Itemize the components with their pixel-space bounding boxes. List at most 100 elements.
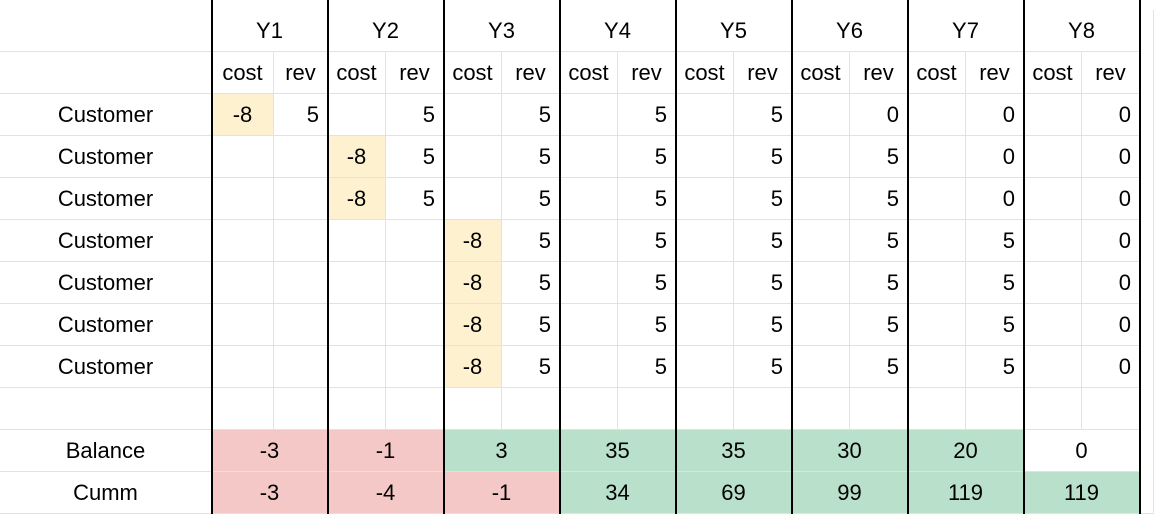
year-header-y2[interactable]: Y2 [328, 10, 444, 52]
cost-cell[interactable] [792, 178, 850, 220]
cost-cell[interactable] [792, 220, 850, 262]
row-label-customer[interactable]: Customer [0, 304, 212, 346]
spacer-cell[interactable] [444, 388, 502, 430]
year-header-y6[interactable]: Y6 [792, 10, 908, 52]
sheet-edge[interactable] [1140, 10, 1154, 514]
cost-cell[interactable] [560, 304, 618, 346]
cumm-value[interactable]: 99 [792, 472, 908, 514]
cost-cell[interactable] [908, 136, 966, 178]
rev-cell[interactable]: 5 [386, 94, 444, 136]
cost-cell[interactable] [328, 94, 386, 136]
rev-cell[interactable]: 5 [850, 346, 908, 388]
rev-cell[interactable]: 5 [966, 262, 1024, 304]
rev-cell[interactable] [274, 178, 328, 220]
rev-cell[interactable]: 5 [850, 262, 908, 304]
rev-cell[interactable]: 0 [966, 178, 1024, 220]
cost-cell[interactable]: -8 [444, 304, 502, 346]
balance-value[interactable]: 35 [676, 430, 792, 472]
spacer-cell[interactable] [328, 388, 386, 430]
subheader-cost[interactable]: cost [1024, 52, 1082, 94]
cost-cell[interactable] [1024, 304, 1082, 346]
cost-cell[interactable] [1024, 220, 1082, 262]
cumm-value[interactable]: -3 [212, 472, 328, 514]
rev-cell[interactable]: 0 [850, 94, 908, 136]
rev-cell[interactable] [274, 136, 328, 178]
row-label-customer[interactable]: Customer [0, 262, 212, 304]
cost-cell[interactable] [908, 94, 966, 136]
rev-cell[interactable]: 5 [734, 178, 792, 220]
rev-cell[interactable]: 5 [966, 346, 1024, 388]
cost-cell[interactable] [792, 304, 850, 346]
year-header-y1[interactable]: Y1 [212, 10, 328, 52]
rev-cell[interactable]: 0 [1082, 136, 1140, 178]
balance-value[interactable]: 30 [792, 430, 908, 472]
rev-cell[interactable]: 5 [618, 178, 676, 220]
rev-cell[interactable] [274, 262, 328, 304]
year-header-y7[interactable]: Y7 [908, 10, 1024, 52]
rev-cell[interactable]: 5 [502, 304, 560, 346]
rev-cell[interactable]: 5 [618, 262, 676, 304]
rev-cell[interactable]: 5 [502, 94, 560, 136]
cost-cell[interactable] [792, 136, 850, 178]
year-header-y5[interactable]: Y5 [676, 10, 792, 52]
cumm-value[interactable]: 119 [908, 472, 1024, 514]
cost-cell[interactable] [676, 136, 734, 178]
subheader-cost[interactable]: cost [792, 52, 850, 94]
spacer-cell[interactable] [1082, 388, 1140, 430]
cost-cell[interactable] [560, 262, 618, 304]
subheader-rev[interactable]: rev [618, 52, 676, 94]
cumm-value[interactable]: -4 [328, 472, 444, 514]
subheader-rev[interactable]: rev [1082, 52, 1140, 94]
spacer-cell[interactable] [1024, 388, 1082, 430]
spacer-cell[interactable] [850, 388, 908, 430]
balance-value[interactable]: 20 [908, 430, 1024, 472]
cost-cell[interactable] [212, 346, 274, 388]
cumm-value[interactable]: 34 [560, 472, 676, 514]
cost-cell[interactable] [676, 220, 734, 262]
cost-cell[interactable] [1024, 346, 1082, 388]
rev-cell[interactable] [274, 304, 328, 346]
cost-cell[interactable] [676, 178, 734, 220]
spacer-cell[interactable] [792, 388, 850, 430]
subheader-rev[interactable]: rev [734, 52, 792, 94]
cost-cell[interactable] [676, 262, 734, 304]
row-label-balance[interactable]: Balance [0, 430, 212, 472]
balance-value[interactable]: 0 [1024, 430, 1140, 472]
cost-cell[interactable] [560, 178, 618, 220]
cost-cell[interactable]: -8 [444, 262, 502, 304]
rev-cell[interactable]: 5 [618, 94, 676, 136]
rev-cell[interactable]: 5 [618, 136, 676, 178]
cost-cell[interactable] [908, 220, 966, 262]
cost-cell[interactable]: -8 [444, 220, 502, 262]
rev-cell[interactable]: 0 [966, 94, 1024, 136]
rev-cell[interactable] [386, 346, 444, 388]
subheader-cost[interactable]: cost [212, 52, 274, 94]
cost-cell[interactable] [908, 346, 966, 388]
rev-cell[interactable]: 5 [502, 136, 560, 178]
year-header-y3[interactable]: Y3 [444, 10, 560, 52]
rev-cell[interactable]: 5 [618, 304, 676, 346]
cost-cell[interactable] [676, 304, 734, 346]
rev-cell[interactable]: 5 [274, 94, 328, 136]
cost-cell[interactable] [212, 262, 274, 304]
rev-cell[interactable]: 5 [734, 262, 792, 304]
spacer-cell[interactable] [966, 388, 1024, 430]
corner-cell[interactable] [0, 52, 212, 94]
rev-cell[interactable]: 5 [734, 136, 792, 178]
cost-cell[interactable] [908, 304, 966, 346]
rev-cell[interactable]: 5 [850, 220, 908, 262]
cost-cell[interactable] [676, 346, 734, 388]
cost-cell[interactable] [792, 94, 850, 136]
cost-cell[interactable] [560, 136, 618, 178]
subheader-rev[interactable]: rev [386, 52, 444, 94]
cost-cell[interactable] [328, 262, 386, 304]
rev-cell[interactable]: 5 [734, 220, 792, 262]
cost-cell[interactable] [212, 220, 274, 262]
rev-cell[interactable]: 0 [1082, 220, 1140, 262]
cost-cell[interactable]: -8 [328, 178, 386, 220]
cost-cell[interactable] [560, 94, 618, 136]
rev-cell[interactable]: 5 [618, 346, 676, 388]
subheader-rev[interactable]: rev [966, 52, 1024, 94]
rev-cell[interactable]: 5 [966, 304, 1024, 346]
row-label-customer[interactable]: Customer [0, 94, 212, 136]
